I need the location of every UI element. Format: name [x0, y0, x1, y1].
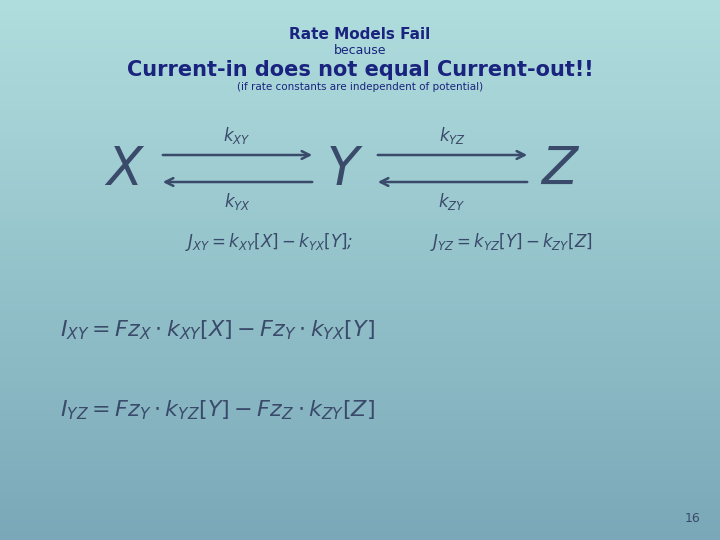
Text: Current-in does not equal Current-out!!: Current-in does not equal Current-out!!	[127, 60, 593, 80]
Text: (if rate constants are independent of potential): (if rate constants are independent of po…	[237, 82, 483, 92]
Text: $k_{YZ}$: $k_{YZ}$	[438, 125, 465, 145]
Text: $k_{YX}$: $k_{YX}$	[223, 192, 251, 213]
Text: Rate Models Fail: Rate Models Fail	[289, 27, 431, 42]
Text: $Z$: $Z$	[540, 144, 580, 196]
Text: $J_{YZ} = k_{YZ}[Y] - k_{ZY}[Z]$: $J_{YZ} = k_{YZ}[Y] - k_{ZY}[Z]$	[430, 231, 593, 253]
Text: $I_{YZ} = Fz_Y \cdot k_{YZ}[Y] - Fz_Z \cdot k_{ZY}[Z]$: $I_{YZ} = Fz_Y \cdot k_{YZ}[Y] - Fz_Z \c…	[60, 398, 374, 422]
Text: $k_{XY}$: $k_{XY}$	[223, 125, 251, 145]
Text: $X$: $X$	[104, 144, 145, 196]
Text: $Y$: $Y$	[326, 144, 364, 196]
Text: $k_{ZY}$: $k_{ZY}$	[438, 192, 466, 213]
Text: $J_{XY} = k_{XY}[X] - k_{YX}[Y]$;: $J_{XY} = k_{XY}[X] - k_{YX}[Y]$;	[185, 231, 354, 253]
Text: 16: 16	[684, 512, 700, 525]
Text: because: because	[334, 44, 386, 57]
Text: $I_{XY} = Fz_X \cdot k_{XY}[X] - Fz_Y \cdot k_{YX}[Y]$: $I_{XY} = Fz_X \cdot k_{XY}[X] - Fz_Y \c…	[60, 318, 374, 342]
